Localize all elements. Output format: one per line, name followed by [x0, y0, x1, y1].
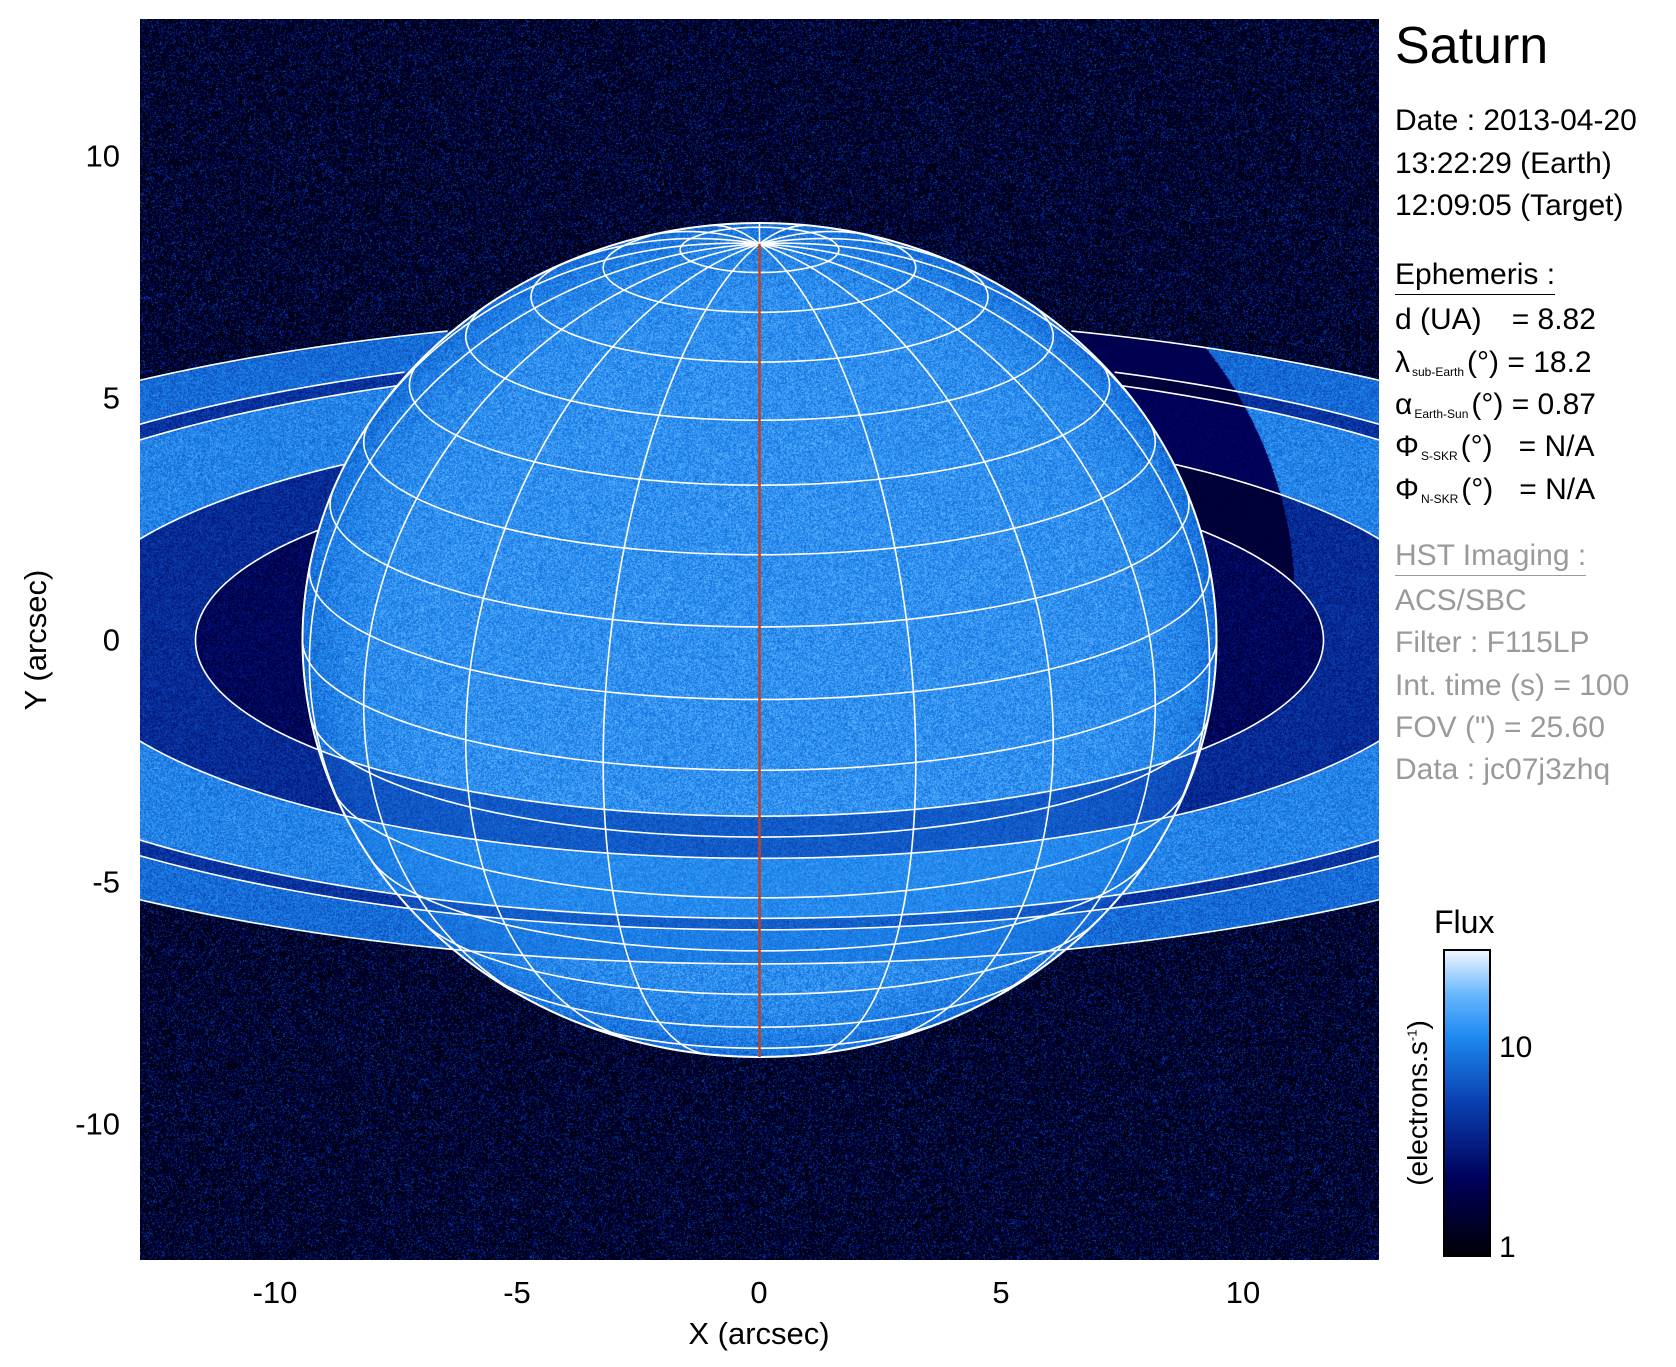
y-tick-label: 0: [103, 625, 120, 656]
ring-edge: [1122, 386, 1379, 640]
imaging-heading: HST Imaging :: [1395, 539, 1586, 576]
colorbar-tick-label: 10: [1499, 1031, 1532, 1065]
ephemeris-row: Φ N-SKR (°) = N/A: [1395, 475, 1595, 505]
y-tick-label: 10: [86, 141, 120, 172]
y-tick-label: 5: [103, 383, 120, 414]
instrument: ACS/SBC: [1395, 586, 1527, 616]
x-tick-label: -5: [503, 1277, 531, 1308]
meridian-line: [603, 244, 759, 1054]
planet-grid-overlay: [140, 19, 1379, 1260]
meridian-line: [760, 244, 916, 1054]
ephemeris-row: α Earth-Sun (°) = 0.87: [1395, 390, 1596, 420]
saturn-image-plot: [140, 19, 1379, 1260]
x-tick-label: 10: [1226, 1277, 1260, 1308]
ring-edge: [1201, 530, 1324, 640]
ring-edge: [1071, 331, 1379, 640]
ephemeris-row: Φ S-SKR (°) = N/A: [1395, 432, 1594, 462]
colorbar-label: (electrons.s-1): [1402, 1020, 1434, 1186]
x-tick-label: -10: [253, 1277, 298, 1308]
meridian-line: [466, 244, 760, 1043]
ephemeris-row: λ sub-Earth (°) = 18.2: [1395, 348, 1592, 378]
data-id: Data : jc07j3zhq: [1395, 755, 1610, 785]
x-tick-label: 5: [992, 1277, 1009, 1308]
colorbar-title: Flux: [1434, 904, 1494, 941]
integration-time: Int. time (s) = 100: [1395, 671, 1629, 701]
meridian-line: [309, 244, 759, 840]
ephemeris-row: d (UA) = 8.82: [1395, 305, 1596, 335]
x-tick-label: 0: [750, 1277, 767, 1308]
earth-time: 13:22:29 (Earth): [1395, 149, 1612, 179]
colorbar: [1443, 949, 1491, 1257]
ephemeris-heading: Ephemeris :: [1395, 258, 1555, 295]
filter: Filter : F115LP: [1395, 628, 1590, 658]
date-line: Date : 2013-04-20: [1395, 106, 1637, 136]
ring-edge: [1115, 372, 1379, 640]
y-axis-label: Y (arcsec): [18, 570, 54, 711]
meridian-line: [760, 244, 1054, 1043]
y-tick-label: -5: [92, 867, 120, 898]
y-tick-label: -10: [75, 1109, 120, 1140]
target-time: 12:09:05 (Target): [1395, 191, 1623, 221]
meridian-line: [760, 244, 1210, 840]
field-of-view: FOV (") = 25.60: [1395, 713, 1605, 743]
target-title: Saturn: [1395, 20, 1548, 72]
colorbar-tick-label: 1: [1499, 1231, 1516, 1265]
x-axis-label: X (arcsec): [688, 1316, 829, 1352]
